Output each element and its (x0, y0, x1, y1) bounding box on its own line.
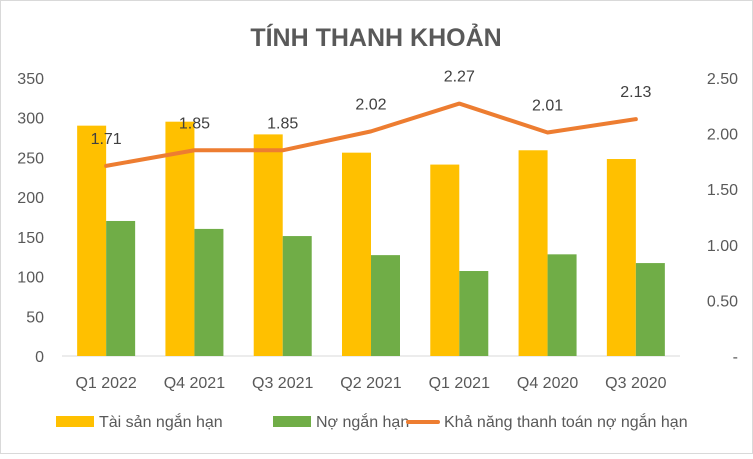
legend-item: Tài sản ngắn hạn (56, 412, 223, 431)
y-left-tick-label: 50 (26, 309, 44, 326)
bar-tai-san-ngan-han (253, 134, 283, 356)
x-tick-label: Q4 2021 (164, 375, 225, 392)
bar-tai-san-ngan-han (606, 159, 636, 356)
y-right-tick-label: 1.50 (707, 182, 738, 199)
legend-item: Khả năng thanh toán nợ ngắn hạn (406, 412, 688, 431)
bar-no-ngan-han (106, 220, 136, 356)
ratio-data-label: 2.13 (620, 84, 651, 101)
legend-item: Nợ ngắn hạn (273, 412, 409, 431)
legend-swatch (273, 416, 311, 427)
x-tick-label: Q4 2020 (517, 375, 578, 392)
x-tick-label: Q1 2021 (429, 375, 490, 392)
ratio-data-label: 2.27 (444, 69, 475, 86)
legend-swatch (56, 416, 94, 427)
ratio-data-label: 2.01 (532, 97, 563, 114)
bars (77, 121, 665, 357)
line-layer: 1.71 1.85 1.85 2.02 2.27 2.01 2.13 (91, 69, 652, 168)
bar-no-ngan-han (547, 254, 577, 356)
y-right-tick-label: 2.50 (707, 71, 738, 88)
ratio-data-label: 1.85 (267, 115, 298, 132)
bar-no-ngan-han (459, 271, 489, 356)
y-right-tick-label: - (733, 349, 738, 366)
x-tick-label: Q2 2021 (340, 375, 401, 392)
ratio-data-label: 1.85 (179, 115, 210, 132)
y-left-tick-label: 300 (17, 111, 44, 128)
legend-label: Khả năng thanh toán nợ ngắn hạn (444, 412, 688, 431)
y-right-tick-label: 2.00 (707, 127, 738, 144)
bar-tai-san-ngan-han (518, 150, 548, 356)
y-right-tick-label: 0.50 (707, 293, 738, 310)
legend-label: Tài sản ngắn hạn (99, 412, 223, 431)
y-left-tick-label: 200 (17, 190, 44, 207)
ratio-data-label: 1.71 (91, 131, 122, 148)
y-left-tick-label: 250 (17, 150, 44, 167)
legend-label: Nợ ngắn hạn (316, 412, 409, 431)
bar-no-ngan-han (635, 263, 665, 356)
bar-no-ngan-han (194, 228, 224, 356)
y-left-tick-label: 0 (35, 349, 44, 366)
legend: Tài sản ngắn hạn Nợ ngắn hạn Khả năng than… (56, 412, 688, 431)
chart-title: TÍNH THANH KHOẢN (250, 22, 501, 52)
bar-tai-san-ngan-han (165, 121, 195, 356)
y-right-tick-label: 1.00 (707, 238, 738, 255)
axes: 0 50 100 150 200 250 300 350 - 0.50 1.00 1.50 2.00 2.… (17, 71, 738, 392)
bar-no-ngan-han (282, 236, 312, 356)
x-tick-label: Q1 2022 (75, 375, 136, 392)
ratio-line (104, 101, 638, 168)
y-left-tick-label: 100 (17, 270, 44, 287)
x-tick-label: Q3 2021 (252, 375, 313, 392)
bar-tai-san-ngan-han (342, 152, 371, 356)
bar-tai-san-ngan-han (77, 125, 107, 357)
bar-no-ngan-han (371, 255, 400, 356)
ratio-data-label: 2.02 (355, 96, 386, 113)
y-left-tick-label: 150 (17, 230, 44, 247)
y-left-tick-label: 350 (17, 71, 44, 88)
bar-tai-san-ngan-han (430, 164, 460, 356)
x-tick-label: Q3 2020 (605, 375, 666, 392)
